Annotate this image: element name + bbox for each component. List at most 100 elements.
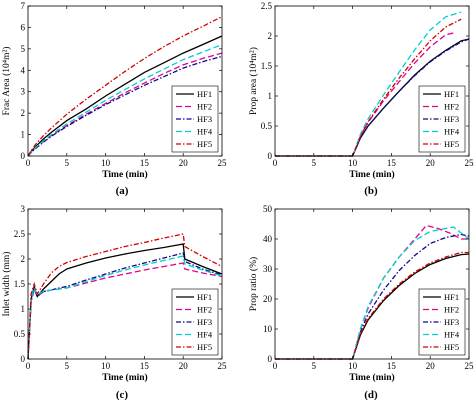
panel-label: (d) bbox=[364, 389, 378, 401]
legend-label-hf4: HF4 bbox=[444, 127, 460, 137]
y-axis-label: Frac Area (10⁴m²) bbox=[1, 47, 12, 116]
legend: HF1 HF2 HF3 HF4 HF5 bbox=[171, 85, 219, 153]
series-line-hf2 bbox=[275, 32, 454, 157]
legend-label-hf3: HF3 bbox=[197, 317, 212, 327]
y-tick-label: 1 bbox=[21, 130, 26, 140]
series-line-hf5 bbox=[275, 251, 469, 360]
x-tick-label: 10 bbox=[348, 158, 358, 168]
chart-panel-3: 0 5 10 15 20 25 0 0.5 1 1.5 2 2.5 3 Time (min) Inlet w… bbox=[1, 204, 227, 401]
chart-panel-2: 0 5 10 15 20 25 0 0.5 1 1.5 2 2.5 Time (min) Prop are… bbox=[248, 1, 474, 197]
x-tick-label: 10 bbox=[101, 158, 111, 168]
y-axis-label: Inlet width (mm) bbox=[1, 252, 12, 317]
legend-label-hf3: HF3 bbox=[197, 114, 212, 124]
legend-label-hf4: HF4 bbox=[197, 330, 213, 340]
y-tick-label: 2 bbox=[21, 108, 26, 118]
legend-label-hf3: HF3 bbox=[444, 317, 459, 327]
x-tick-label: 25 bbox=[465, 361, 474, 371]
legend-label-hf3: HF3 bbox=[444, 114, 459, 124]
y-tick-label: 5 bbox=[21, 44, 26, 54]
y-tick-label: 3 bbox=[21, 204, 26, 214]
x-axis-label: Time (min) bbox=[102, 372, 147, 383]
legend-label-hf4: HF4 bbox=[197, 127, 213, 137]
x-tick-label: 25 bbox=[218, 158, 228, 168]
x-tick-label: 5 bbox=[65, 158, 70, 168]
series-line-hf3 bbox=[27, 55, 223, 157]
x-tick-label: 25 bbox=[465, 158, 474, 168]
legend: HF1 HF2 HF3 HF4 HF5 bbox=[418, 288, 466, 356]
x-tick-label: 5 bbox=[312, 361, 317, 371]
y-tick-label: 10 bbox=[263, 324, 273, 334]
x-tick-label: 15 bbox=[387, 158, 397, 168]
legend-label-hf1: HF1 bbox=[444, 292, 459, 302]
panel-label: (b) bbox=[364, 185, 378, 197]
y-axis-label: Prop area (10⁴m²) bbox=[248, 47, 259, 115]
panel-label: (c) bbox=[116, 389, 129, 401]
series-line-hf1 bbox=[275, 253, 470, 360]
series-line-hf4 bbox=[275, 226, 470, 360]
x-tick-label: 10 bbox=[101, 361, 111, 371]
legend-label-hf1: HF1 bbox=[197, 89, 212, 99]
legend-label-hf2: HF2 bbox=[197, 102, 212, 112]
chart-panel-1: 0 5 10 15 20 25 0 1 2 3 4 5 6 7 Time (min) Frac Area (1… bbox=[1, 1, 227, 197]
legend-label-hf5: HF5 bbox=[197, 139, 212, 149]
chart-panel-4: 0 5 10 15 20 25 0 10 20 30 40 50 Time (min) Prop rati… bbox=[248, 204, 474, 401]
y-tick-label: 0.5 bbox=[261, 121, 273, 131]
y-tick-label: 2.5 bbox=[261, 1, 273, 11]
legend-label-hf5: HF5 bbox=[197, 342, 212, 352]
legend-label-hf2: HF2 bbox=[444, 305, 459, 315]
y-tick-label: 1.5 bbox=[261, 61, 273, 71]
x-tick-label: 20 bbox=[179, 158, 189, 168]
legend-label-hf4: HF4 bbox=[444, 330, 460, 340]
y-tick-label: 50 bbox=[263, 204, 273, 214]
y-tick-label: 2 bbox=[21, 254, 26, 264]
axes-frame bbox=[274, 208, 470, 360]
y-tick-label: 30 bbox=[263, 264, 273, 274]
series-line-hf4 bbox=[275, 11, 462, 157]
y-tick-label: 1.5 bbox=[14, 279, 26, 289]
x-tick-label: 5 bbox=[312, 158, 317, 168]
x-tick-label: 0 bbox=[273, 158, 278, 168]
y-tick-label: 0 bbox=[268, 354, 273, 364]
x-tick-label: 15 bbox=[387, 361, 397, 371]
legend-label-hf5: HF5 bbox=[444, 342, 459, 352]
y-tick-label: 7 bbox=[21, 1, 26, 11]
y-tick-label: 1 bbox=[268, 91, 273, 101]
axes-frame bbox=[274, 5, 470, 157]
y-tick-label: 0 bbox=[268, 151, 273, 161]
series-line-hf1 bbox=[27, 35, 223, 157]
y-tick-label: 0 bbox=[21, 354, 26, 364]
y-tick-label: 6 bbox=[21, 22, 26, 32]
x-tick-label: 5 bbox=[65, 361, 70, 371]
x-tick-label: 10 bbox=[348, 361, 358, 371]
x-axis-label: Time (min) bbox=[349, 372, 394, 383]
legend: HF1 HF2 HF3 HF4 HF5 bbox=[171, 288, 219, 356]
legend-label-hf5: HF5 bbox=[444, 139, 459, 149]
x-tick-label: 15 bbox=[140, 361, 150, 371]
legend-label-hf1: HF1 bbox=[197, 292, 212, 302]
x-tick-label: 20 bbox=[426, 361, 436, 371]
y-tick-label: 40 bbox=[263, 234, 273, 244]
x-axis-label: Time (min) bbox=[102, 169, 147, 180]
legend: HF1 HF2 HF3 HF4 HF5 bbox=[418, 85, 466, 153]
series-line-hf3 bbox=[275, 38, 470, 157]
y-tick-label: 20 bbox=[263, 294, 273, 304]
legend-label-hf2: HF2 bbox=[444, 102, 459, 112]
x-tick-label: 0 bbox=[26, 158, 31, 168]
y-tick-label: 1 bbox=[21, 304, 26, 314]
series-line-hf5 bbox=[275, 18, 462, 157]
legend-label-hf2: HF2 bbox=[197, 305, 212, 315]
x-tick-label: 25 bbox=[218, 361, 228, 371]
x-tick-label: 0 bbox=[273, 361, 278, 371]
panel-label: (a) bbox=[116, 185, 129, 197]
y-tick-label: 3 bbox=[21, 87, 26, 97]
y-tick-label: 4 bbox=[21, 65, 26, 75]
x-tick-label: 20 bbox=[179, 361, 189, 371]
x-axis-label: Time (min) bbox=[349, 169, 394, 180]
series-line-hf5 bbox=[27, 233, 223, 360]
y-tick-label: 0.5 bbox=[14, 329, 26, 339]
x-tick-label: 20 bbox=[426, 158, 436, 168]
x-tick-label: 15 bbox=[140, 158, 150, 168]
y-axis-label: Prop ratio (%) bbox=[248, 257, 259, 311]
series-line-hf4 bbox=[27, 43, 223, 157]
